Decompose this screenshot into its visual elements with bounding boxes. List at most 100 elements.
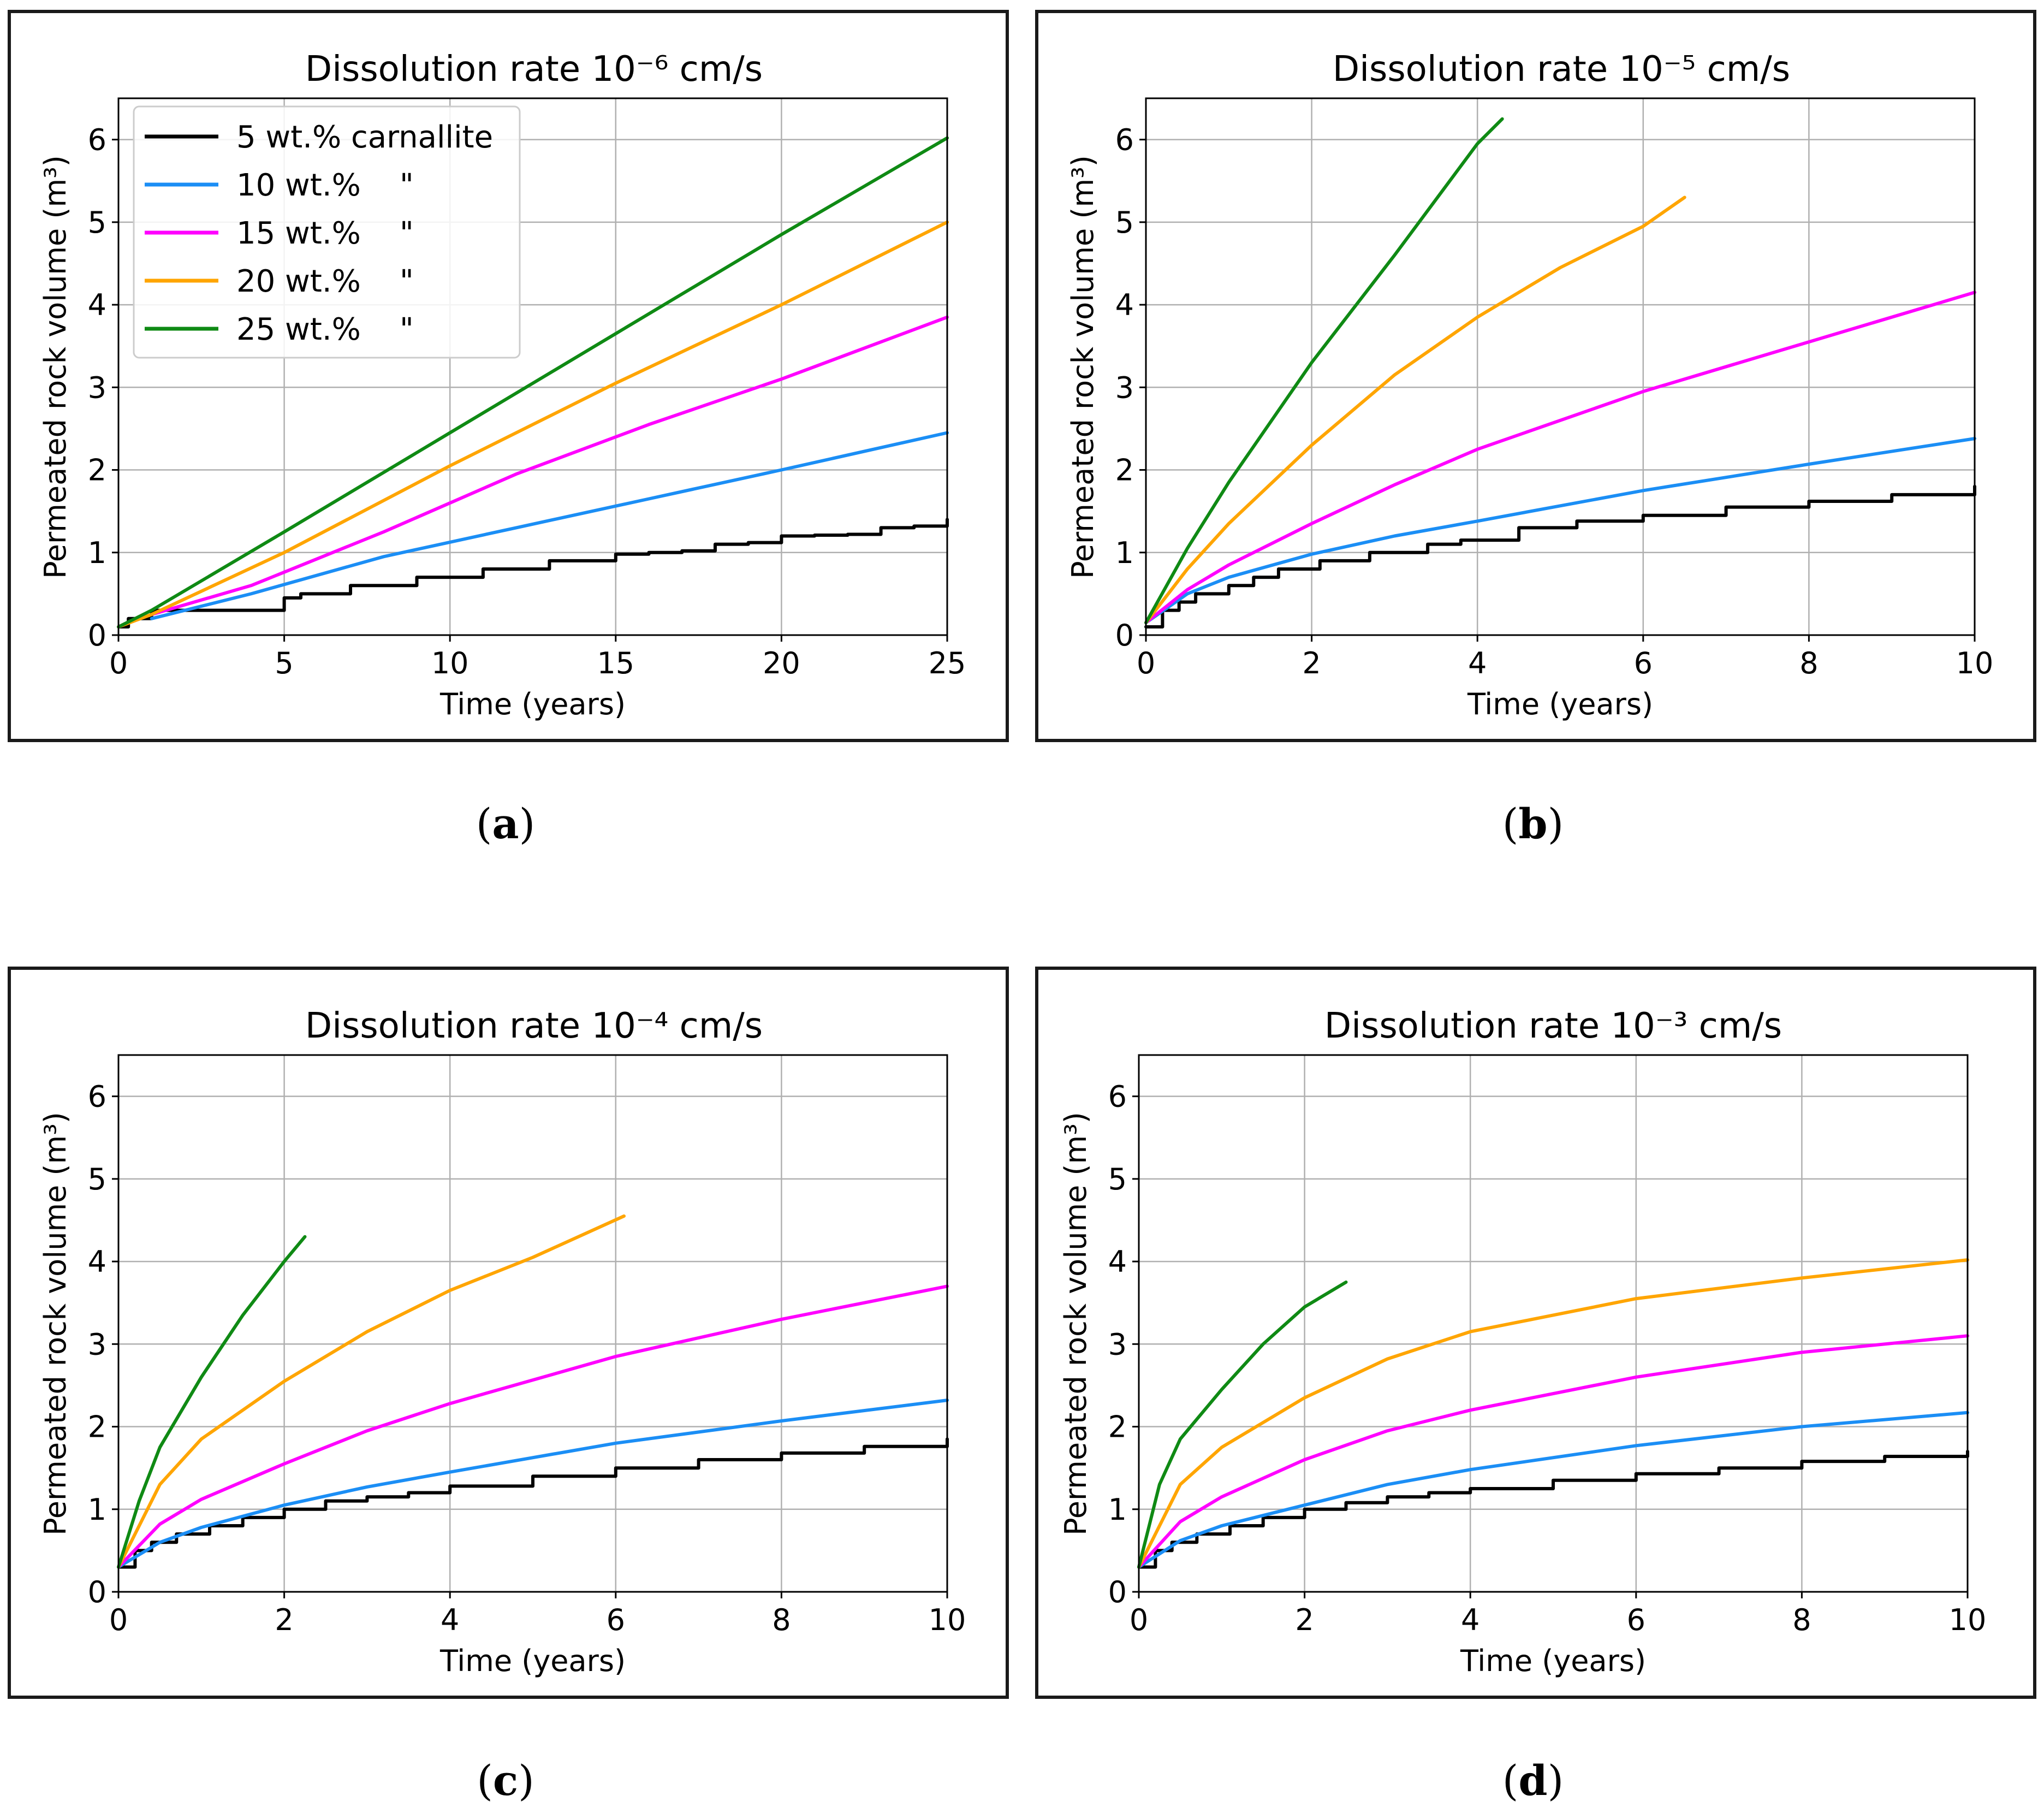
x-tick-label: 10 (1949, 1603, 1987, 1637)
panel-d-letter: d (1518, 1756, 1547, 1805)
y-tick-label: 4 (88, 1245, 106, 1279)
series-line-20wt (1144, 195, 1686, 625)
x-tick-label: 0 (1137, 646, 1155, 680)
x-tick-label: 0 (109, 1603, 128, 1637)
x-tick-label: 2 (1295, 1603, 1314, 1637)
panel-a-border (8, 10, 1009, 742)
y-tick-label: 6 (1115, 123, 1134, 157)
x-tick-label: 8 (1792, 1603, 1811, 1637)
series-line-20wt (117, 1214, 626, 1569)
series-line-25wt (117, 1235, 307, 1569)
panel-a-caption: (a) (476, 799, 536, 848)
y-tick-label: 5 (88, 1162, 106, 1196)
series-line-10wt (1137, 1411, 1969, 1569)
x-axis-label: Time (years) (1467, 687, 1653, 721)
y-tick-label: 3 (88, 370, 106, 405)
y-tick-label: 6 (88, 1080, 106, 1114)
legend-entry-25wt: 25 wt.% " (236, 312, 414, 347)
x-tick-label: 15 (597, 646, 634, 680)
chart-title: Dissolution rate 10⁻⁴ cm/s (305, 1006, 763, 1046)
x-tick-label: 8 (1799, 646, 1818, 680)
y-axis-label: Permeated rock volume (m³) (38, 155, 73, 579)
panel-a: Dissolution rate 10⁻⁶ cm/s 0 5 10 15 20 25012… (8, 10, 1009, 742)
series-line-15wt (1144, 291, 1976, 625)
x-tick-label: 0 (109, 646, 128, 680)
x-tick-label: 2 (275, 1603, 293, 1637)
panel-b-letter: b (1518, 799, 1547, 848)
chart-title: Dissolution rate 10⁻³ cm/s (1324, 1006, 1782, 1046)
legend-box (133, 105, 521, 359)
series-line-10wt (150, 431, 949, 620)
y-axis-label: Permeated rock volume (m³) (1066, 155, 1100, 579)
series-line-15wt (117, 1284, 949, 1569)
y-tick-label: 1 (1108, 1492, 1127, 1527)
axes-frame (1138, 1054, 1969, 1593)
y-tick-label: 2 (88, 1410, 106, 1444)
series-line-15wt (1137, 1334, 1969, 1569)
y-tick-label: 0 (1108, 1575, 1127, 1609)
series-line-10wt (1144, 437, 1976, 625)
y-tick-label: 3 (1115, 370, 1134, 405)
x-tick-label: 4 (441, 1603, 459, 1637)
x-tick-label: 0 (1130, 1603, 1148, 1637)
x-tick-label: 2 (1302, 646, 1321, 680)
axes-frame (117, 1054, 948, 1593)
y-tick-label: 5 (1115, 205, 1134, 240)
y-axis-label: Permeated rock volume (m³) (1059, 1112, 1093, 1536)
axes-frame (1145, 97, 1976, 636)
plot-area: 0 2 4 6 8 10 0 1 2 3 4 5 6 (1115, 97, 1994, 680)
x-tick-label: 8 (772, 1603, 791, 1637)
y-tick-label: 2 (1108, 1410, 1127, 1444)
series-line-5wt (1137, 1449, 1969, 1569)
y-tick-label: 6 (88, 123, 106, 157)
y-tick-label: 1 (88, 1492, 106, 1527)
series-line-25wt (1144, 117, 1504, 625)
panel-b: Dissolution rate 10⁻⁵ cm/s 0 2 4 6 8 10 0 1 2 3 4 5… (1035, 10, 2036, 742)
y-tick-label: 6 (1108, 1080, 1127, 1114)
x-axis-label: Time (years) (1460, 1644, 1646, 1678)
chart-title: Dissolution rate 10⁻⁵ cm/s (1333, 49, 1790, 90)
panel-c-border (8, 967, 1009, 1699)
y-tick-label: 5 (1108, 1162, 1127, 1196)
x-tick-label: 4 (1468, 646, 1487, 680)
y-axis-label: Permeated rock volume (m³) (38, 1112, 73, 1536)
x-tick-label: 10 (929, 1603, 966, 1637)
panel-c-letter: c (493, 1756, 518, 1805)
panel-c-caption: (c) (477, 1756, 534, 1805)
panel-d: Dissolution rate 10⁻³ cm/s 0 2 4 6 8 10 0 1 2 3 4 5… (1035, 967, 2036, 1699)
y-tick-label: 5 (88, 205, 106, 240)
axes-frame (117, 97, 948, 636)
series-line-20wt (1137, 1258, 1969, 1569)
y-tick-label: 0 (88, 1575, 106, 1609)
series-line-20wt (117, 220, 949, 629)
legend-entry-15wt: 15 wt.% " (236, 216, 414, 251)
plot-area: 0 2 4 6 8 10 0 1 2 3 4 5 6 (88, 1054, 966, 1637)
legend-entry-10wt: 10 wt.% " (236, 168, 414, 203)
y-tick-label: 4 (1115, 288, 1134, 322)
y-tick-label: 4 (1108, 1245, 1127, 1279)
y-tick-label: 2 (88, 453, 106, 488)
series-line-25wt (117, 136, 949, 629)
legend: 5 wt.% carnallite 10 wt.% " 15 wt.% " 20… (133, 105, 521, 359)
x-tick-label: 10 (1956, 646, 1994, 680)
panel-a-letter: a (492, 799, 519, 848)
y-tick-label: 0 (88, 618, 106, 653)
x-tick-label: 20 (763, 646, 800, 680)
x-tick-label: 6 (1634, 646, 1653, 680)
x-tick-label: 10 (431, 646, 469, 680)
series-line-5wt (1144, 484, 1976, 629)
y-tick-label: 1 (1115, 536, 1134, 570)
x-tick-label: 4 (1461, 1603, 1479, 1637)
x-tick-label: 25 (929, 646, 966, 680)
x-axis-label: Time (years) (439, 1644, 626, 1678)
y-tick-label: 3 (1108, 1327, 1127, 1361)
x-tick-label: 5 (275, 646, 293, 680)
legend-entry-5wt: 5 wt.% carnallite (236, 120, 493, 155)
chart-title: Dissolution rate 10⁻⁶ cm/s (305, 49, 763, 90)
y-tick-label: 1 (88, 536, 106, 570)
x-tick-label: 6 (607, 1603, 625, 1637)
panel-b-caption: (b) (1502, 799, 1564, 848)
legend-entry-20wt: 20 wt.% " (236, 264, 414, 299)
plot-area: 0 2 4 6 8 10 0 1 2 3 4 5 6 (1108, 1054, 1987, 1637)
panel-d-caption: (d) (1502, 1756, 1564, 1805)
